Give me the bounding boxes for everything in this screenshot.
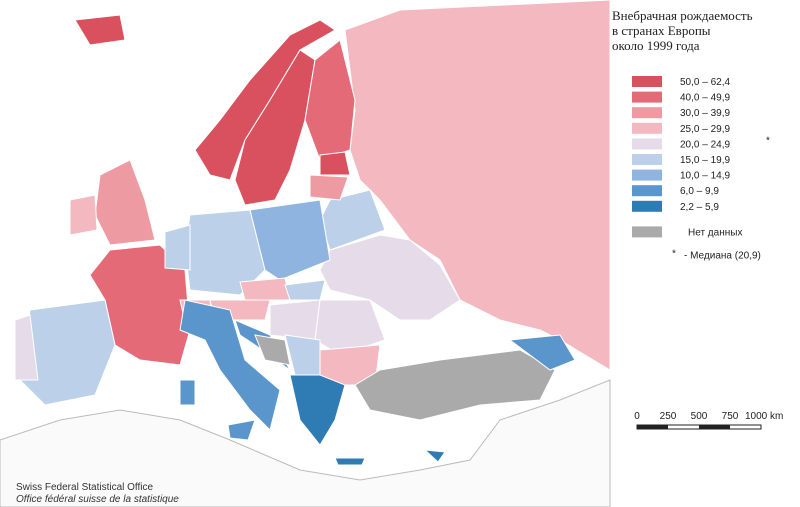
legend-label: 10,0 – 14,9 (680, 171, 730, 182)
legend-swatch (632, 76, 662, 87)
legend-swatch (632, 226, 662, 238)
legend-swatch (632, 169, 662, 181)
median-marker: * (766, 135, 770, 146)
legend-swatch (632, 91, 662, 103)
scale-label: 0 (634, 411, 640, 422)
legend-label: Нет данных (688, 227, 742, 238)
legend-swatch (632, 107, 662, 119)
legend-label: 30,0 – 39,9 (680, 108, 730, 119)
legend-swatch (632, 154, 662, 165)
median-marker: * (672, 248, 676, 259)
credit: Office fédéral suisse de la statistique (16, 494, 179, 505)
land (0, 0, 611, 507)
legend-label: 6,0 – 9,9 (680, 186, 719, 197)
legend-swatch (632, 185, 662, 197)
legend-label: 50,0 – 62,4 (680, 77, 730, 88)
title-line: Внебрачная рождаемость (612, 8, 753, 23)
title-line: в странах Европы (612, 23, 711, 38)
scale-label: 250 (660, 411, 677, 422)
scale-bar: 0 250 500 750 1000 km (634, 411, 783, 430)
scale-label: 750 (722, 411, 739, 422)
legend-label: 15,0 – 19,9 (680, 155, 730, 166)
legend-label: 20,0 – 24,9 (680, 139, 730, 150)
legend-swatch (632, 122, 662, 134)
legend-swatch (632, 200, 662, 212)
scale-label: 500 (691, 411, 708, 422)
legend-swatch (632, 138, 662, 150)
median-label: - Медиана (20,9) (684, 250, 761, 261)
scale-label: 1000 km (745, 411, 783, 422)
title-line: около 1999 года (612, 38, 700, 53)
legend-label: 2,2 – 5,9 (680, 202, 719, 213)
map-title: Внебрачная рождаемость в странах Европы … (612, 8, 753, 53)
legend: 50,0 – 62,4 40,0 – 49,9 30,0 – 39,9 25,0 – … (632, 76, 770, 261)
legend-label: 25,0 – 29,9 (680, 124, 730, 135)
credit: Swiss Federal Statistical Office (16, 482, 154, 493)
legend-label: 40,0 – 49,9 (680, 93, 730, 104)
